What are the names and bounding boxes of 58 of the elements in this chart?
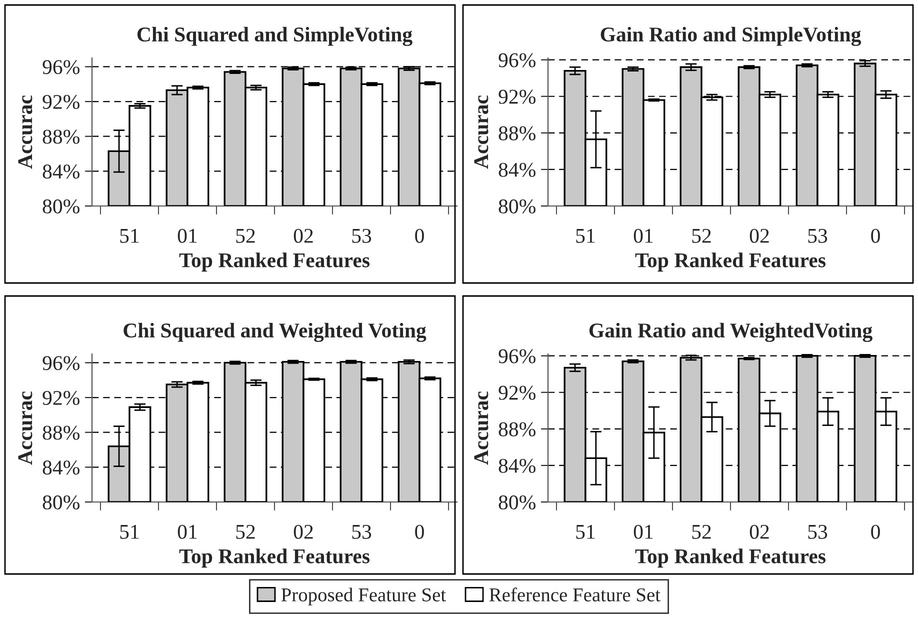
y-tick-label: 84%: [42, 164, 80, 179]
x-tick-label: 01: [634, 228, 653, 243]
x-tick-label: 52: [692, 228, 711, 243]
y-tick-label: 96%: [42, 356, 80, 370]
y-axis-title: Accurac: [474, 96, 488, 169]
x-tick-label: 01: [178, 524, 197, 539]
x-tick-label: 0: [871, 524, 880, 539]
y-axis-title: Accurac: [18, 392, 32, 465]
x-tick-label: 0: [415, 228, 424, 243]
y-tick-label: 84%: [498, 458, 536, 473]
y-tick-label: 88%: [498, 422, 536, 436]
x-tick-label: 53: [808, 524, 828, 539]
x-tick-label: 53: [352, 228, 372, 243]
y-tick-label: 80%: [42, 495, 80, 510]
x-tick-label: 02: [294, 228, 313, 243]
x-tick-label: 52: [236, 228, 255, 243]
x-tick-label: 02: [750, 228, 769, 243]
y-tick-label: 80%: [498, 495, 536, 510]
x-tick-label: 53: [808, 228, 828, 243]
y-tick-label: 88%: [498, 126, 536, 140]
y-axis-title: Accurac: [18, 96, 32, 169]
x-axis-title: Top Ranked Features: [635, 548, 826, 568]
y-tick-label: 96%: [42, 60, 80, 74]
x-tick-label: 01: [634, 524, 653, 539]
x-tick-label: 51: [120, 524, 139, 539]
chart-title: Chi Squared and SimpleVoting: [137, 26, 412, 46]
x-tick-label: 01: [178, 228, 197, 243]
y-tick-label: 96%: [498, 349, 536, 364]
legend-label: Proposed Feature Set: [281, 588, 446, 606]
y-tick-label: 96%: [498, 53, 536, 68]
x-tick-label: 51: [120, 228, 139, 243]
x-tick-label: 53: [352, 524, 372, 539]
chart-title: Chi Squared and Weighted Voting: [124, 322, 426, 342]
y-tick-label: 92%: [42, 94, 80, 110]
y-tick-label: 80%: [498, 199, 536, 214]
x-tick-label: 02: [294, 524, 313, 539]
y-tick-label: 92%: [498, 386, 536, 400]
y-tick-label: 84%: [498, 162, 536, 177]
y-tick-label: 92%: [498, 90, 536, 104]
x-tick-label: 51: [576, 524, 595, 539]
chart-title: Gain Ratio and WeightedVoting: [589, 322, 872, 342]
x-tick-label: 0: [415, 524, 424, 539]
x-tick-label: 52: [236, 524, 255, 539]
x-tick-label: 0: [871, 228, 880, 243]
y-tick-label: 88%: [42, 426, 80, 440]
y-tick-label: 80%: [42, 199, 80, 214]
y-tick-label: 88%: [42, 130, 80, 144]
x-axis-title: Top Ranked Features: [179, 252, 370, 272]
chart-title: Gain Ratio and SimpleVoting: [600, 26, 862, 46]
y-axis-title: Accurac: [474, 392, 488, 465]
x-axis-title: Top Ranked Features: [635, 252, 826, 272]
y-tick-label: 84%: [42, 460, 80, 475]
x-axis-title: Top Ranked Features: [179, 548, 370, 568]
x-tick-label: 02: [750, 524, 769, 539]
x-tick-label: 51: [576, 228, 595, 243]
y-tick-label: 92%: [42, 390, 80, 406]
legend-label: Reference Feature Set: [489, 588, 660, 602]
x-tick-label: 52: [692, 524, 711, 539]
